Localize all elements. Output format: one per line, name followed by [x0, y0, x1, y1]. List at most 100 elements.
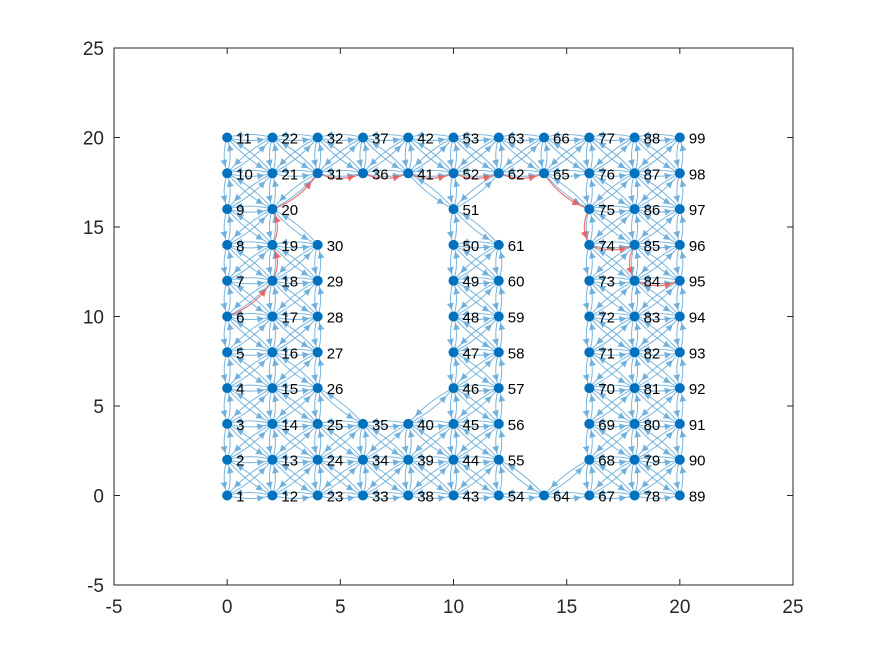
- graph-edge-arrowhead: [279, 408, 287, 417]
- graph-node-label: 78: [644, 489, 661, 506]
- graph-node: [448, 347, 459, 358]
- graph-node: [312, 239, 323, 250]
- graph-edge-arrowhead: [589, 179, 596, 188]
- graph-node: [312, 311, 323, 322]
- graph-edge-arrowhead: [311, 374, 318, 382]
- graph-node: [312, 490, 323, 501]
- graph-edge-arrowhead: [597, 345, 605, 353]
- graph-node: [584, 132, 595, 143]
- graph-edge-arrowhead: [325, 166, 334, 174]
- graph-edge-arrowhead: [317, 143, 325, 152]
- graph-edge-arrowhead: [598, 214, 607, 221]
- graph-node-label: 70: [598, 381, 615, 398]
- graph-edge-arrowhead: [226, 215, 234, 224]
- graph-edge-arrowhead: [453, 358, 461, 367]
- node-labels-layer: 1234567891011121314151617181920212223242…: [236, 131, 705, 506]
- graph-edge-arrowhead: [258, 360, 266, 368]
- graph-edge-arrowhead: [281, 214, 290, 221]
- graph-edge-arrowhead: [265, 302, 273, 311]
- graph-edge-arrowhead: [596, 193, 604, 202]
- graph-edge-arrowhead: [483, 387, 491, 395]
- graph-edge-arrowhead: [665, 145, 673, 153]
- graph-edge-arrowhead: [453, 322, 461, 331]
- graph-node: [448, 132, 459, 143]
- graph-edge-arrowhead: [280, 238, 289, 246]
- graph-edge-arrowhead: [300, 376, 309, 384]
- graph-edge-arrowhead: [439, 395, 447, 404]
- graph-edge-arrowhead: [265, 266, 273, 275]
- highlighted-path-edge-arrowhead: [347, 174, 355, 182]
- graph-edge-arrowhead: [642, 345, 651, 353]
- graph-edge-arrowhead: [642, 274, 651, 282]
- graph-edge-arrowhead: [673, 481, 681, 490]
- graph-node: [493, 168, 504, 179]
- graph-edge-arrowhead: [234, 229, 242, 238]
- graph-edge-arrowhead: [484, 324, 492, 332]
- graph-edge-arrowhead: [618, 494, 627, 502]
- graph-edge-arrowhead: [498, 466, 506, 474]
- graph-node-label: 51: [463, 202, 480, 219]
- graph-edge-arrowhead: [300, 412, 309, 419]
- graph-edge-arrowhead: [356, 159, 364, 167]
- graph-node: [674, 311, 685, 322]
- graph-edge-arrowhead: [408, 143, 415, 152]
- graph-edge-arrowhead: [462, 285, 471, 293]
- graph-edge-arrowhead: [235, 489, 243, 497]
- graph-edge-arrowhead: [589, 322, 596, 331]
- graph-edge-arrowhead: [596, 265, 604, 273]
- graph-edge-arrowhead: [437, 494, 446, 502]
- graph-edge-arrowhead: [279, 193, 287, 202]
- graph-edge-arrowhead: [643, 357, 652, 364]
- graph-node-label: 24: [327, 453, 344, 470]
- graph-edge-arrowhead: [265, 481, 273, 490]
- graph-edge-arrowhead: [345, 483, 354, 491]
- graph-edge-arrowhead: [598, 249, 607, 257]
- graph-edge-arrowhead: [641, 158, 649, 166]
- graph-edge-arrowhead: [506, 489, 515, 497]
- graph-edge-arrowhead: [642, 166, 651, 174]
- graph-edge-arrowhead: [370, 444, 378, 452]
- graph-node: [493, 490, 504, 501]
- graph-node-label: 63: [508, 131, 525, 148]
- graph-edge-arrowhead: [235, 345, 243, 353]
- graph-edge-arrowhead: [317, 394, 325, 403]
- graph-node: [539, 490, 550, 501]
- graph-edge-arrowhead: [643, 249, 652, 257]
- graph-node-label: 35: [372, 417, 389, 434]
- graph-edge-arrowhead: [506, 166, 515, 174]
- graph-edge-arrowhead: [642, 381, 651, 389]
- x-tick-label: 0: [222, 597, 233, 618]
- graph-node: [629, 132, 640, 143]
- graph-node: [222, 132, 233, 143]
- graph-edge-arrowhead: [634, 143, 642, 152]
- graph-edge-arrowhead: [345, 412, 354, 419]
- graph-edge-arrowhead: [272, 358, 280, 367]
- graph-edge-arrowhead: [256, 136, 265, 144]
- graph-edge-arrowhead: [272, 143, 280, 152]
- graph-edge-arrowhead: [498, 394, 506, 403]
- graph-node: [584, 204, 595, 215]
- graph-node: [629, 490, 640, 501]
- graph-edge-arrowhead: [643, 178, 652, 185]
- graph-edge-arrowhead: [598, 142, 607, 150]
- graph-edge-arrowhead: [643, 464, 652, 472]
- graph-edge-arrowhead: [481, 304, 490, 312]
- graph-edge-arrowhead: [371, 131, 379, 139]
- graph-node: [448, 239, 459, 250]
- graph-edge-arrowhead: [551, 158, 559, 166]
- graph-edge-arrowhead: [537, 159, 545, 167]
- graph-node: [312, 383, 323, 394]
- graph-node-label: 36: [372, 166, 389, 183]
- graph-node-label: 89: [689, 489, 706, 506]
- graph-edge-arrowhead: [573, 136, 582, 144]
- graph-edge-arrowhead: [371, 489, 379, 497]
- graph-node: [267, 204, 278, 215]
- graph-edge-arrowhead: [325, 417, 334, 425]
- graph-edge-arrowhead: [596, 229, 604, 238]
- graph-edge-arrowhead: [234, 337, 242, 345]
- graph-edge-arrowhead: [302, 387, 310, 395]
- graph-edge-arrowhead: [673, 195, 681, 203]
- graph-edge-arrowhead: [437, 136, 446, 144]
- graph-edge-arrowhead: [317, 251, 325, 259]
